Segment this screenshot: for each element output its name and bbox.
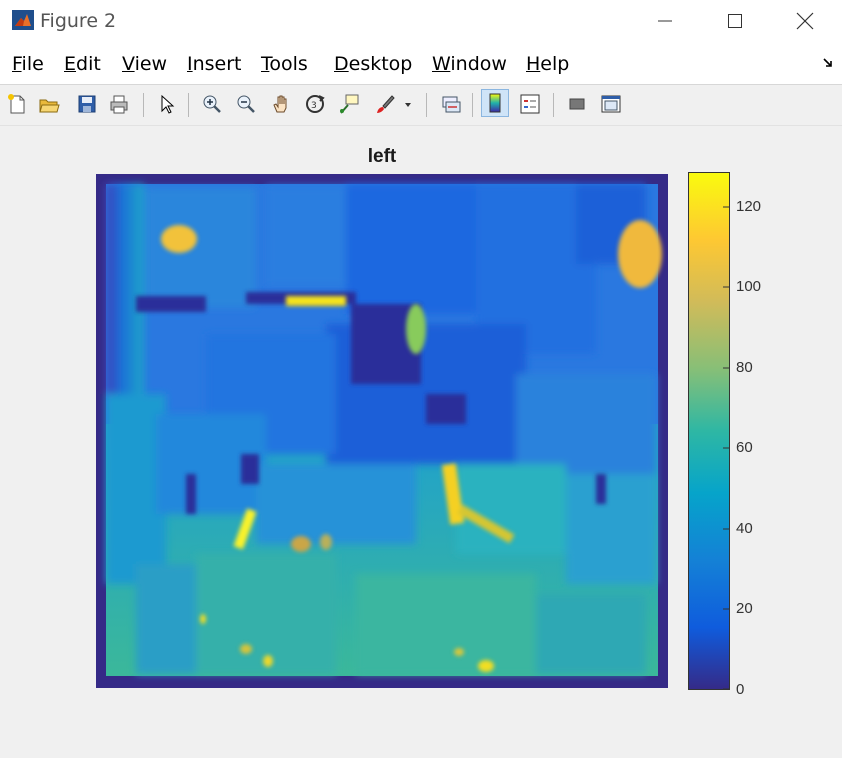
save-icon[interactable]	[74, 91, 100, 117]
toolbar-separator	[472, 93, 473, 117]
minimize-button[interactable]	[642, 0, 688, 42]
menu-desktop[interactable]: Desktop	[334, 53, 413, 75]
new-figure-icon[interactable]	[4, 91, 30, 117]
colorbar-tick-label: 60	[736, 439, 753, 456]
menu-help[interactable]: Help	[526, 53, 570, 75]
zoom-out-icon[interactable]	[233, 91, 259, 117]
title-bar: Figure 2	[0, 0, 842, 42]
colorbar-icon[interactable]	[481, 89, 509, 117]
matlab-logo-icon	[12, 10, 34, 30]
menu-tools[interactable]: Tools	[261, 53, 308, 75]
colorbar-tick-label: 40	[736, 520, 753, 537]
toolbar-separator	[188, 93, 189, 117]
data-cursor-icon[interactable]	[336, 91, 362, 117]
colorbar-tick-label: 0	[736, 681, 745, 698]
colorbar-tick-label: 120	[736, 198, 762, 215]
legend-icon[interactable]	[517, 91, 543, 117]
show-plot-tools-icon[interactable]	[598, 91, 624, 117]
toolbar-separator	[143, 93, 144, 117]
rotate-3d-icon[interactable]: 3	[302, 91, 328, 117]
figure-toolbar: 3	[0, 85, 842, 126]
hide-plot-tools-icon[interactable]	[564, 91, 590, 117]
pan-icon[interactable]	[268, 91, 294, 117]
toolbar-separator	[426, 93, 427, 117]
close-button[interactable]	[782, 0, 828, 42]
dock-figure-icon[interactable]	[822, 56, 834, 74]
image-content	[106, 184, 662, 676]
window-title: Figure 2	[40, 10, 117, 32]
minimize-icon	[658, 20, 672, 22]
menu-insert[interactable]: Insert	[187, 53, 242, 75]
menu-window[interactable]: Window	[432, 53, 507, 75]
colorbar	[688, 172, 730, 690]
zoom-in-icon[interactable]	[199, 91, 225, 117]
axes-title: left	[367, 146, 397, 167]
print-icon[interactable]	[106, 91, 132, 117]
menu-file[interactable]: File	[12, 53, 44, 75]
colorbar-tick-label: 80	[736, 359, 753, 376]
svg-text:3: 3	[311, 101, 317, 111]
colorbar-tick-label: 20	[736, 600, 753, 617]
menu-view[interactable]: View	[122, 53, 168, 75]
menu-bar: File Edit View Insert Tools Desktop Wind…	[0, 42, 842, 85]
disparity-image[interactable]	[96, 174, 668, 688]
brush-dropdown-icon[interactable]	[400, 91, 416, 117]
maximize-button[interactable]	[712, 0, 758, 42]
brush-icon[interactable]	[372, 91, 398, 117]
open-file-icon[interactable]	[36, 91, 62, 117]
close-icon	[796, 12, 814, 30]
link-plot-icon[interactable]	[438, 91, 464, 117]
maximize-icon	[728, 14, 742, 28]
figure-canvas: left	[0, 126, 842, 758]
menu-edit[interactable]: Edit	[64, 53, 101, 75]
toolbar-separator	[553, 93, 554, 117]
colorbar-tick-label: 100	[736, 278, 762, 295]
select-arrow-icon[interactable]	[154, 91, 180, 117]
